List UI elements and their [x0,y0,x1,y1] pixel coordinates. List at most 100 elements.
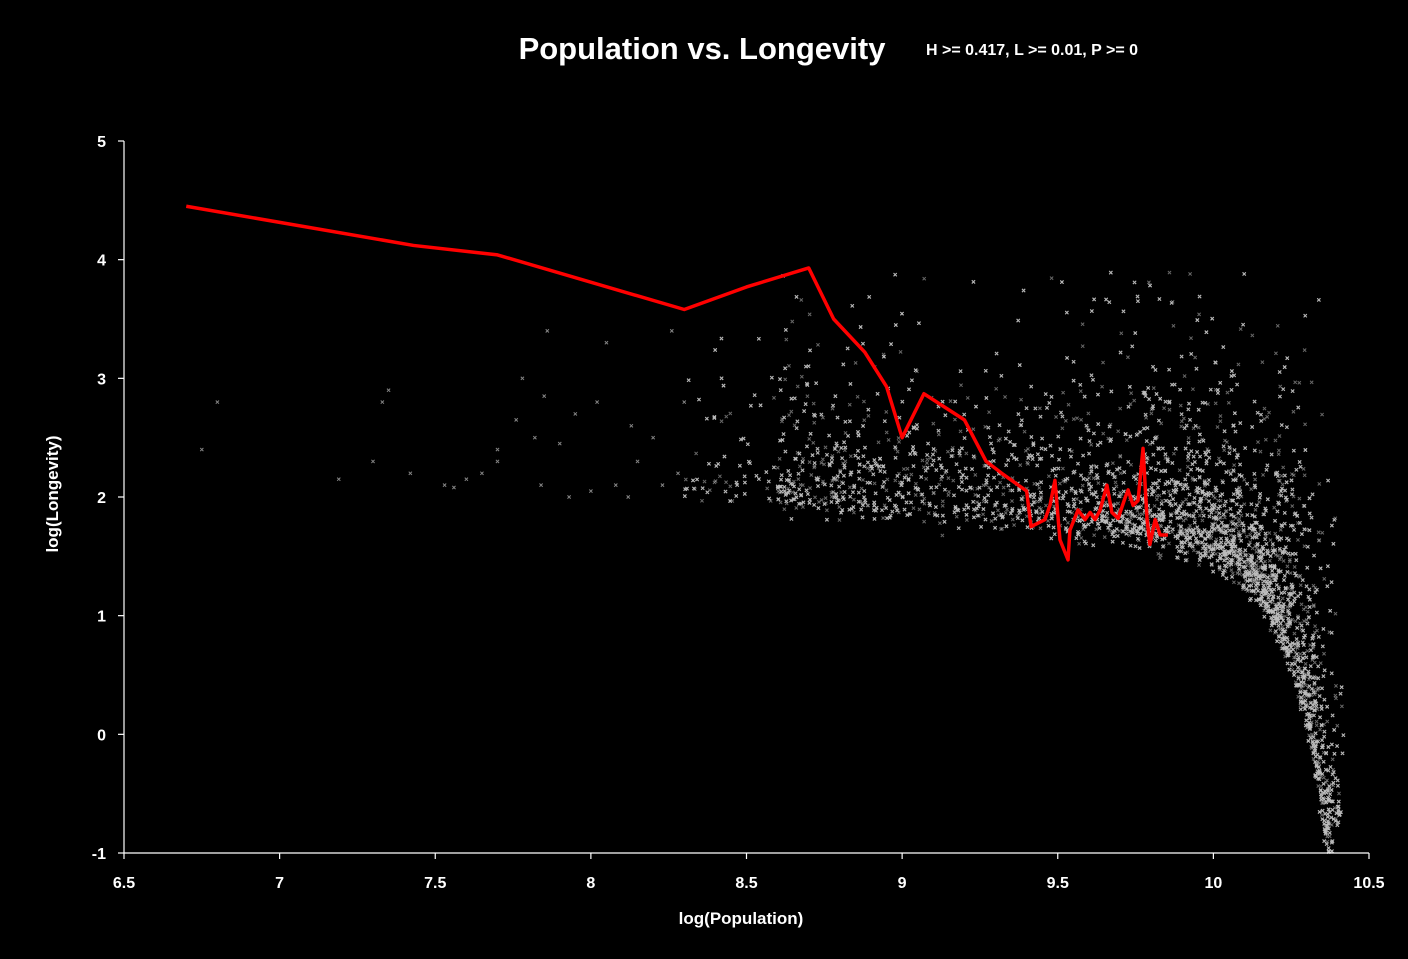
scatter-point [1257,500,1262,504]
scatter-point [1302,348,1307,353]
scatter-point [1189,336,1193,341]
scatter-point [1157,493,1162,498]
scatter-point [931,421,936,426]
scatter-point [872,481,877,486]
scatter-point [1330,757,1335,762]
scatter-point [853,360,858,365]
scatter-point [1118,471,1123,476]
scatter-point [1129,462,1134,467]
scatter-point [1261,512,1266,517]
scatter-point [836,449,841,454]
scatter-point [1268,538,1273,543]
scatter-point [1113,480,1118,485]
scatter-point [1262,608,1267,613]
scatter-point [1314,723,1319,728]
scatter-point [199,447,204,452]
scatter-point [1116,429,1121,434]
scatter-point [1085,425,1090,430]
scatter-point [694,451,699,456]
scatter-point [1244,534,1249,539]
scatter-point [1305,648,1310,653]
scatter-point [1151,386,1156,391]
scatter-point [772,395,776,400]
chart-subtitle: H >= 0.417, L >= 0.01, P >= 0 [926,42,1138,59]
scatter-point [820,457,825,462]
scatter-point [1018,463,1023,468]
scatter-point [542,394,547,399]
scatter-point [822,462,827,467]
scatter-point [1280,482,1285,487]
scatter-point [1276,553,1280,558]
scatter-point [1170,530,1175,534]
scatter-point [1279,473,1284,478]
scatter-point [1094,527,1099,532]
scatter-point [1057,481,1062,486]
scatter-point [1311,604,1316,609]
scatter-point [983,424,988,429]
scatter-point [848,454,853,459]
scatter-point [1162,406,1167,411]
scatter-point [1123,521,1128,526]
scatter-point [1270,600,1275,605]
scatter-point [1254,549,1259,554]
scatter-point [595,400,600,405]
scatter-point [1231,580,1236,585]
scatter-point [1184,497,1189,502]
scatter-point [1290,504,1295,509]
scatter-point [876,440,881,445]
scatter-point [905,466,910,471]
scatter-point [1218,419,1223,424]
scatter-point [1232,463,1237,468]
scatter-point [861,399,866,404]
scatter-point [813,495,817,500]
scatter-point [613,483,618,488]
scatter-point [951,478,956,483]
scatter-point [830,406,835,411]
scatter-point [1179,424,1184,429]
scatter-point [1127,533,1132,538]
scatter-point [1154,497,1159,502]
scatter-point [830,478,835,483]
scatter-point [1197,513,1202,518]
scatter-point [1320,412,1325,417]
scatter-point [1278,384,1283,389]
scatter-point [1110,461,1115,466]
scatter-point [1152,503,1157,508]
scatter-point [1297,380,1302,385]
scatter-point [1309,380,1314,385]
scatter-point [821,479,826,484]
scatter-point [1298,583,1303,588]
scatter-point [464,477,469,482]
scatter-point [1118,453,1123,458]
scatter-point [1100,384,1105,389]
scatter-point [1298,651,1303,656]
scatter-point [998,480,1003,485]
scatter-point [380,400,385,405]
scatter-point [1267,531,1272,535]
scatter-point [1214,537,1219,542]
scatter-point [1319,813,1324,817]
scatter-point [495,459,500,464]
scatter-point [940,533,945,538]
scatter-point [1222,515,1227,520]
scatter-point [1089,442,1094,447]
scatter-point [1302,473,1307,478]
scatter-point [1182,527,1187,532]
scatter-point [719,419,724,424]
scatter-point [811,440,816,445]
scatter-point [1116,501,1121,506]
scatter-point [1303,661,1308,666]
scatter-point [1223,509,1228,514]
scatter-point [1327,834,1332,839]
scatter-point [495,447,500,452]
scatter-point [1020,494,1025,499]
scatter-point [1209,563,1214,568]
scatter-point [947,489,951,494]
scatter-point [1125,355,1130,360]
scatter-point [1200,518,1205,523]
scatter-point [1160,498,1164,503]
scatter-point [1312,660,1317,665]
scatter-point [1242,502,1247,507]
scatter-point [1188,272,1193,276]
scatter-point [1267,558,1272,563]
